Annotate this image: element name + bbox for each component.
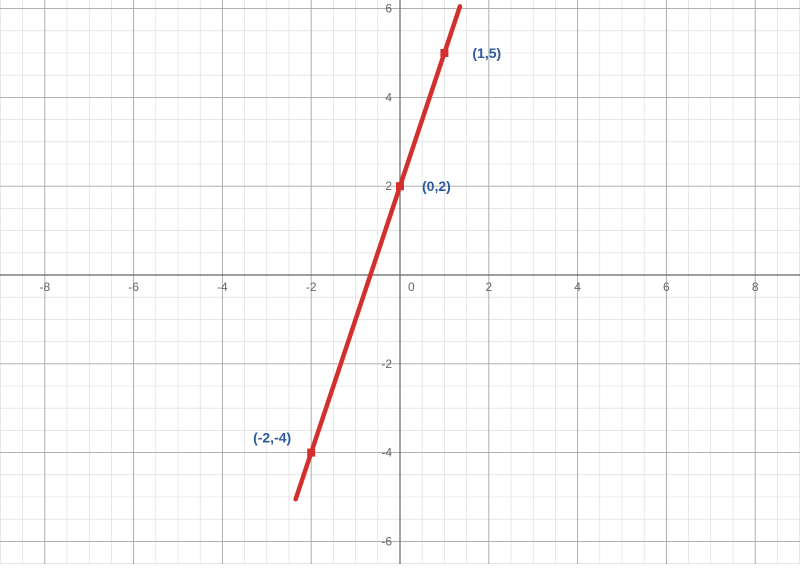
svg-text:6: 6 bbox=[663, 280, 670, 294]
svg-text:6: 6 bbox=[385, 2, 392, 16]
svg-text:-4: -4 bbox=[217, 280, 228, 294]
svg-text:(1,5): (1,5) bbox=[472, 45, 501, 61]
svg-text:(0,2): (0,2) bbox=[422, 178, 451, 194]
svg-text:(-2,-4): (-2,-4) bbox=[253, 430, 291, 446]
svg-text:2: 2 bbox=[485, 280, 492, 294]
svg-text:-2: -2 bbox=[306, 280, 317, 294]
chart-svg: -8 -6 -4 -2 0 2 4 6 8 -6 -4 -2 2 4 6 (1,5) (0,2) (-2,-4) bbox=[0, 0, 800, 564]
svg-text:4: 4 bbox=[574, 280, 581, 294]
svg-text:2: 2 bbox=[385, 179, 392, 193]
svg-text:8: 8 bbox=[752, 280, 759, 294]
svg-text:-2: -2 bbox=[381, 357, 392, 371]
coordinate-plane-chart: -8 -6 -4 -2 0 2 4 6 8 -6 -4 -2 2 4 6 (1,5) (0,2) (-2,-4) bbox=[0, 0, 800, 564]
svg-text:-8: -8 bbox=[39, 280, 50, 294]
svg-text:-6: -6 bbox=[381, 534, 392, 548]
svg-text:-4: -4 bbox=[381, 446, 392, 460]
svg-text:0: 0 bbox=[408, 280, 415, 294]
svg-text:-6: -6 bbox=[128, 280, 139, 294]
svg-text:4: 4 bbox=[385, 90, 392, 104]
